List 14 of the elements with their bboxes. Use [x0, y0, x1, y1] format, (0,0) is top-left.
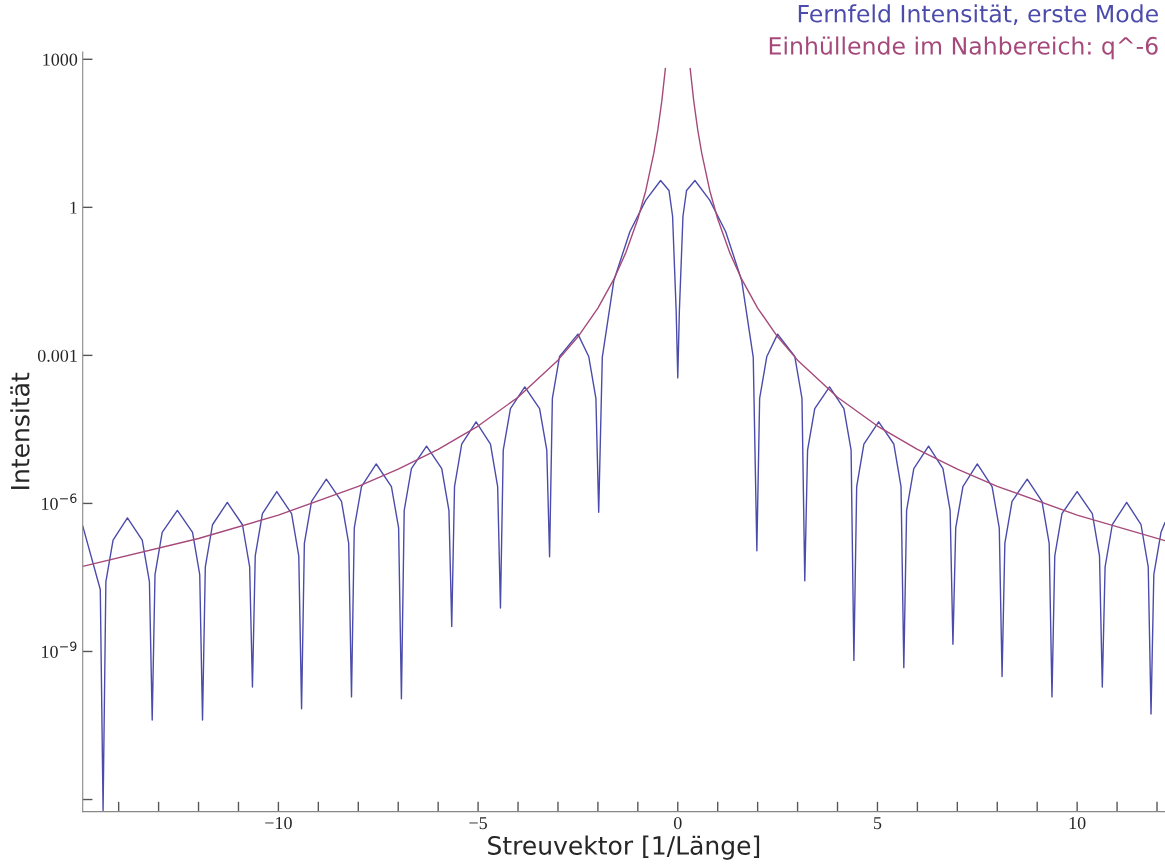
x-tick-label: 10: [1069, 816, 1086, 830]
text: Fernfeld Intensität, erste Mode: [798, 4, 1158, 26]
y-tick-label: 0.001: [37, 349, 77, 362]
y-tick-label: 1000: [43, 53, 78, 66]
x-tick-label: 0: [673, 816, 682, 830]
x-tick-label: 5: [873, 817, 882, 830]
y-tick-label: 1: [70, 201, 77, 214]
y-tick-label: 10$^{−9}$: [42, 641, 77, 658]
y-axis-title: Intensität: [10, 372, 30, 489]
x-axis-title: Streuvektor [1/Länge]: [488, 835, 760, 860]
y-tick-label: 10$^{−6}$: [42, 493, 77, 510]
x-tick-label: −5: [469, 817, 487, 830]
text: Einhüllende im Nahbereich: q^-6: [769, 36, 1158, 60]
x-tick-label: −10: [265, 816, 292, 830]
